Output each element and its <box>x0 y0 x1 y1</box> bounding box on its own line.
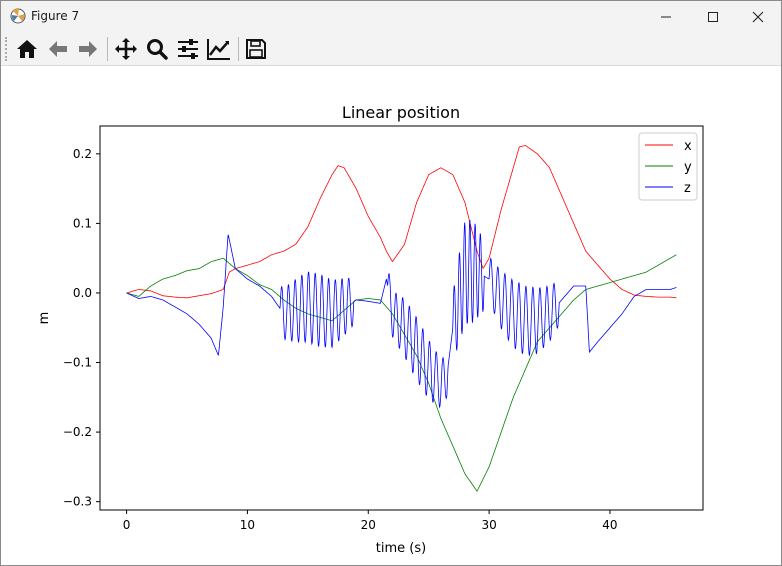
pan-move-icon <box>115 38 137 60</box>
y-axis: 0.2 0.1 0.0 −0.1 −0.2 −0.3 <box>63 147 100 509</box>
minimize-button[interactable] <box>643 1 689 32</box>
toolbar-grip[interactable] <box>5 37 9 61</box>
y-axis-label: m <box>37 312 52 325</box>
back-button[interactable] <box>44 35 72 63</box>
save-button[interactable] <box>242 35 270 63</box>
series-lines <box>126 145 677 492</box>
maximize-icon <box>708 11 718 22</box>
legend-label-y: y <box>684 160 692 175</box>
y-tick-label: −0.3 <box>63 495 92 509</box>
y-tick-label: 0.1 <box>73 216 92 230</box>
y-tick-label: −0.2 <box>63 425 92 439</box>
home-icon <box>17 40 37 58</box>
configure-subplots-icon <box>178 39 198 59</box>
edit-axis-icon <box>207 39 230 60</box>
window-title: Figure 7 <box>31 9 80 23</box>
minimize-icon <box>661 16 671 17</box>
home-button[interactable] <box>13 35 41 63</box>
close-button[interactable] <box>735 1 781 32</box>
legend: xyz <box>638 132 698 201</box>
back-arrow-icon <box>49 41 67 57</box>
x-axis: 0 10 20 30 40 <box>123 510 618 532</box>
chart-title: Linear position <box>342 103 460 122</box>
figure-canvas[interactable]: Linear position 0 10 20 30 40 0.2 0.1 0.0 −0.1 −… <box>1 66 781 565</box>
navigation-toolbar <box>1 32 781 66</box>
x-axis-label: time (s) <box>376 541 426 556</box>
x-tick-label: 10 <box>240 518 255 532</box>
y-tick-label: 0.2 <box>73 147 92 161</box>
x-tick-label: 30 <box>481 518 496 532</box>
toolbar-separator <box>238 37 239 61</box>
plot-area[interactable]: Linear position 0 10 20 30 40 0.2 0.1 0.0 −0.1 −… <box>1 66 781 565</box>
zoom-magnifier-icon <box>147 39 168 60</box>
x-tick-label: 20 <box>361 518 376 532</box>
axes-frame <box>99 125 704 511</box>
series-line-z <box>126 220 677 409</box>
series-line-y <box>126 254 677 492</box>
forward-arrow-icon <box>79 41 97 57</box>
y-tick-label: 0.0 <box>73 286 92 300</box>
pan-button[interactable] <box>112 35 140 63</box>
legend-label-x: x <box>684 139 692 154</box>
toolbar-separator <box>107 37 108 61</box>
zoom-button[interactable] <box>143 35 171 63</box>
save-floppy-icon <box>246 39 266 59</box>
subplots-button[interactable] <box>174 35 202 63</box>
legend-label-z: z <box>684 181 691 196</box>
x-tick-label: 40 <box>602 518 617 532</box>
close-icon <box>752 11 764 22</box>
y-tick-label: −0.1 <box>63 356 92 370</box>
forward-button[interactable] <box>74 35 102 63</box>
series-line-x <box>126 145 677 299</box>
matplotlib-logo-icon <box>10 8 26 24</box>
x-tick-label: 0 <box>123 518 131 532</box>
title-bar[interactable]: Figure 7 <box>1 1 781 32</box>
customize-button[interactable] <box>205 35 233 63</box>
maximize-button[interactable] <box>690 1 736 32</box>
